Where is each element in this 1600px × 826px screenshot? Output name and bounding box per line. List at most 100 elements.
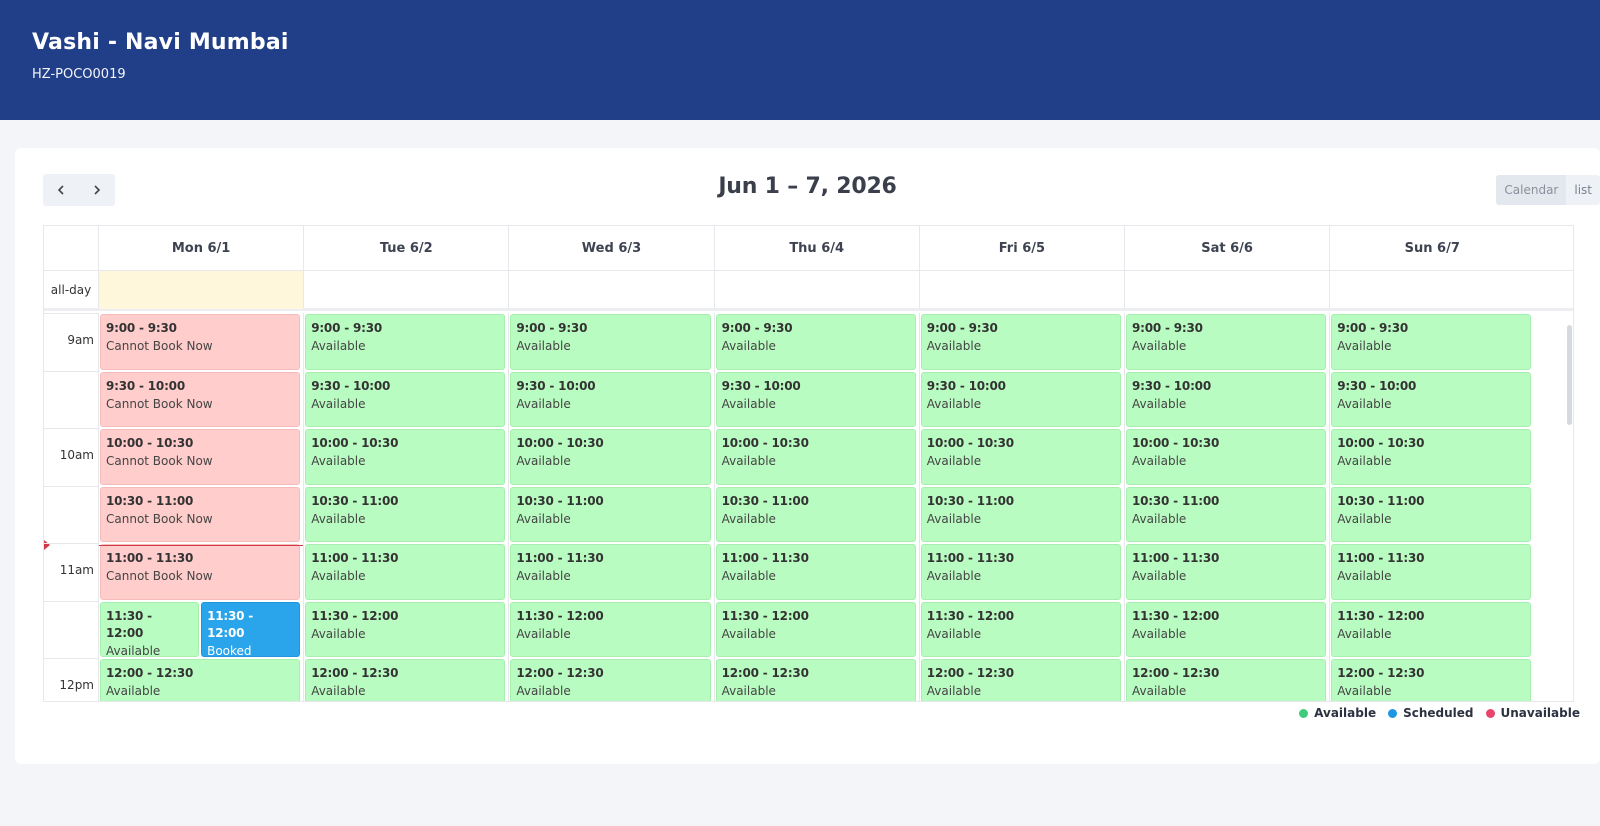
slot-event-available[interactable]: 12:00 - 12:30 Available [100,659,301,701]
slot-event-available[interactable]: 10:00 - 10:30 Available [920,429,1121,485]
slot-event-available[interactable]: 11:30 - 12:00 Available [1126,601,1327,657]
list-view-button[interactable]: list [1574,183,1592,197]
slot-event-available[interactable]: 10:30 - 11:00 Available [715,486,916,542]
slot-event-available[interactable]: 9:30 - 10:00 Available [510,371,711,427]
slot-event-available[interactable]: 10:00 - 10:30 Available [305,429,506,485]
prev-week-button[interactable] [43,174,79,206]
slot-event-available[interactable]: 12:00 - 12:30 Available [715,659,916,701]
event-status: Available [926,454,982,468]
slot-event-available[interactable]: 9:00 - 9:30 Available [1331,314,1532,370]
slot-event-available[interactable]: 10:30 - 11:00 Available [305,486,506,542]
slot-event-available[interactable]: 9:30 - 10:00 Available [1331,371,1532,427]
slot-line [44,370,98,372]
event-time: 12:00 - 12:30 [721,666,809,680]
event-status: Available [926,511,982,526]
slot-event-booked[interactable]: 11:30 - 12:00 Booked [201,601,301,657]
event-status: Cannot Book Now [106,569,213,583]
all-day-cell-5[interactable] [1124,271,1329,309]
slot-event-available[interactable]: 11:00 - 11:30 Available [510,544,711,600]
event-time: 10:00 - 10:30 [311,436,399,450]
slot-event-available[interactable]: 9:00 - 9:30 Available [510,314,711,370]
event-status: Available [1132,339,1187,353]
grid-scrollbar[interactable] [1567,313,1573,701]
slot-event-available[interactable]: 9:30 - 10:00 Available [715,371,916,427]
slot-event-available[interactable]: 10:00 - 10:30 Available [510,429,711,485]
all-day-cell-2[interactable] [508,271,713,309]
event-status: Available [516,684,571,698]
slot-event-available[interactable]: 10:30 - 11:00 Available [1331,486,1532,542]
day-header-4: Fri 6/5 [918,226,1124,271]
slot-event-available[interactable]: 12:00 - 12:30 Available [305,659,506,701]
legend-label: Scheduled [1403,706,1474,720]
event-status: Available [311,511,366,526]
event-time: 9:30 - 10:00 [311,378,391,393]
hour-label: 12pm [59,678,94,692]
time-grid-body[interactable]: 9:00 - 9:30 Cannot Book Now 9:30 - 10:00 Ca… [44,313,1573,701]
slot-event-available[interactable]: 10:30 - 11:00 Available [1126,486,1327,542]
event-status: Available [516,511,571,526]
all-day-cell-4[interactable] [918,271,1124,309]
slot-event-available[interactable]: 12:00 - 12:30 Available [510,659,711,701]
calendar-view-button[interactable]: Calendar [1496,175,1567,205]
slot-event-available[interactable]: 9:30 - 10:00 Available [1126,371,1327,427]
slot-event-unavailable[interactable]: 9:30 - 10:00 Cannot Book Now [100,371,301,427]
event-status: Cannot Book Now [106,511,213,526]
slot-event-available[interactable]: 10:00 - 10:30 Available [1331,429,1532,485]
event-status: Cannot Book Now [106,454,213,468]
slot-event-unavailable[interactable]: 10:00 - 10:30 Cannot Book Now [100,429,301,485]
slot-event-available[interactable]: 11:00 - 11:30 Available [1331,544,1532,600]
event-status: Available [1132,684,1187,698]
slot-line [44,428,98,429]
slot-event-available[interactable]: 11:30 - 12:00 Available [305,601,506,657]
event-time: 11:00 - 11:30 [1132,551,1220,565]
slot-event-available[interactable]: 11:30 - 12:00 Available [100,601,200,657]
slot-event-available[interactable]: 11:30 - 12:00 Available [715,601,916,657]
all-day-cell-1[interactable] [303,271,508,309]
event-time: 12:00 - 12:30 [516,666,604,680]
event-status: Available [1337,511,1392,526]
location-title: Vashi - Navi Mumbai [32,30,289,55]
event-status: Available [1132,396,1187,411]
slot-event-available[interactable]: 10:30 - 11:00 Available [510,486,711,542]
slot-event-available[interactable]: 11:30 - 12:00 Available [1331,601,1532,657]
slot-line [44,658,98,659]
week-grid: Mon 6/1 Tue 6/2 Wed 6/3 Thu 6/4 Fri 6/5 Sat 6… [43,225,1574,702]
next-week-button[interactable] [79,174,115,206]
event-time: 9:30 - 10:00 [516,378,596,393]
slot-event-available[interactable]: 11:30 - 12:00 Available [920,601,1121,657]
chevron-right-icon [94,185,101,195]
slot-event-available[interactable]: 9:00 - 9:30 Available [305,314,506,370]
day-column-line [508,313,510,701]
event-time: 9:00 - 9:30 [106,321,177,335]
chevron-left-icon [57,185,64,195]
slot-event-available[interactable]: 9:00 - 9:30 Available [920,314,1121,370]
slot-event-available[interactable]: 9:00 - 9:30 Available [715,314,916,370]
slot-event-available[interactable]: 11:00 - 11:30 Available [305,544,506,600]
slot-event-available[interactable]: 10:30 - 11:00 Available [920,486,1121,542]
slot-event-available[interactable]: 10:00 - 10:30 Available [1126,429,1327,485]
slot-event-available[interactable]: 12:00 - 12:30 Available [1331,659,1532,701]
event-time: 11:30 - 12:00 [207,608,254,640]
slot-event-available[interactable]: 11:30 - 12:00 Available [510,601,711,657]
all-day-cell-3[interactable] [713,271,919,309]
slot-event-available[interactable]: 11:00 - 11:30 Available [715,544,916,600]
slot-event-available[interactable]: 10:00 - 10:30 Available [715,429,916,485]
slot-event-available[interactable]: 9:30 - 10:00 Available [920,371,1121,427]
page-header: Vashi - Navi Mumbai HZ-POCO0019 [0,0,1600,120]
slot-event-available[interactable]: 11:00 - 11:30 Available [1126,544,1327,600]
all-day-cell-6[interactable] [1329,271,1534,309]
grid-scrollbar-thumb[interactable] [1567,325,1572,425]
slot-event-available[interactable]: 12:00 - 12:30 Available [920,659,1121,701]
slot-event-available[interactable]: 12:00 - 12:30 Available [1126,659,1327,701]
event-time: 10:30 - 11:00 [311,493,399,508]
all-day-cell-0[interactable] [98,271,304,309]
week-nav [43,174,115,206]
slot-event-unavailable[interactable]: 11:00 - 11:30 Cannot Book Now [100,544,301,600]
slot-event-available[interactable]: 9:30 - 10:00 Available [305,371,506,427]
event-status: Available [311,684,366,698]
slot-event-available[interactable]: 9:00 - 9:30 Available [1126,314,1327,370]
slot-event-unavailable[interactable]: 10:30 - 11:00 Cannot Book Now [100,486,301,542]
slot-event-available[interactable]: 11:00 - 11:30 Available [920,544,1121,600]
slot-event-unavailable[interactable]: 9:00 - 9:30 Cannot Book Now [100,314,301,370]
event-status: Available [1337,339,1392,353]
